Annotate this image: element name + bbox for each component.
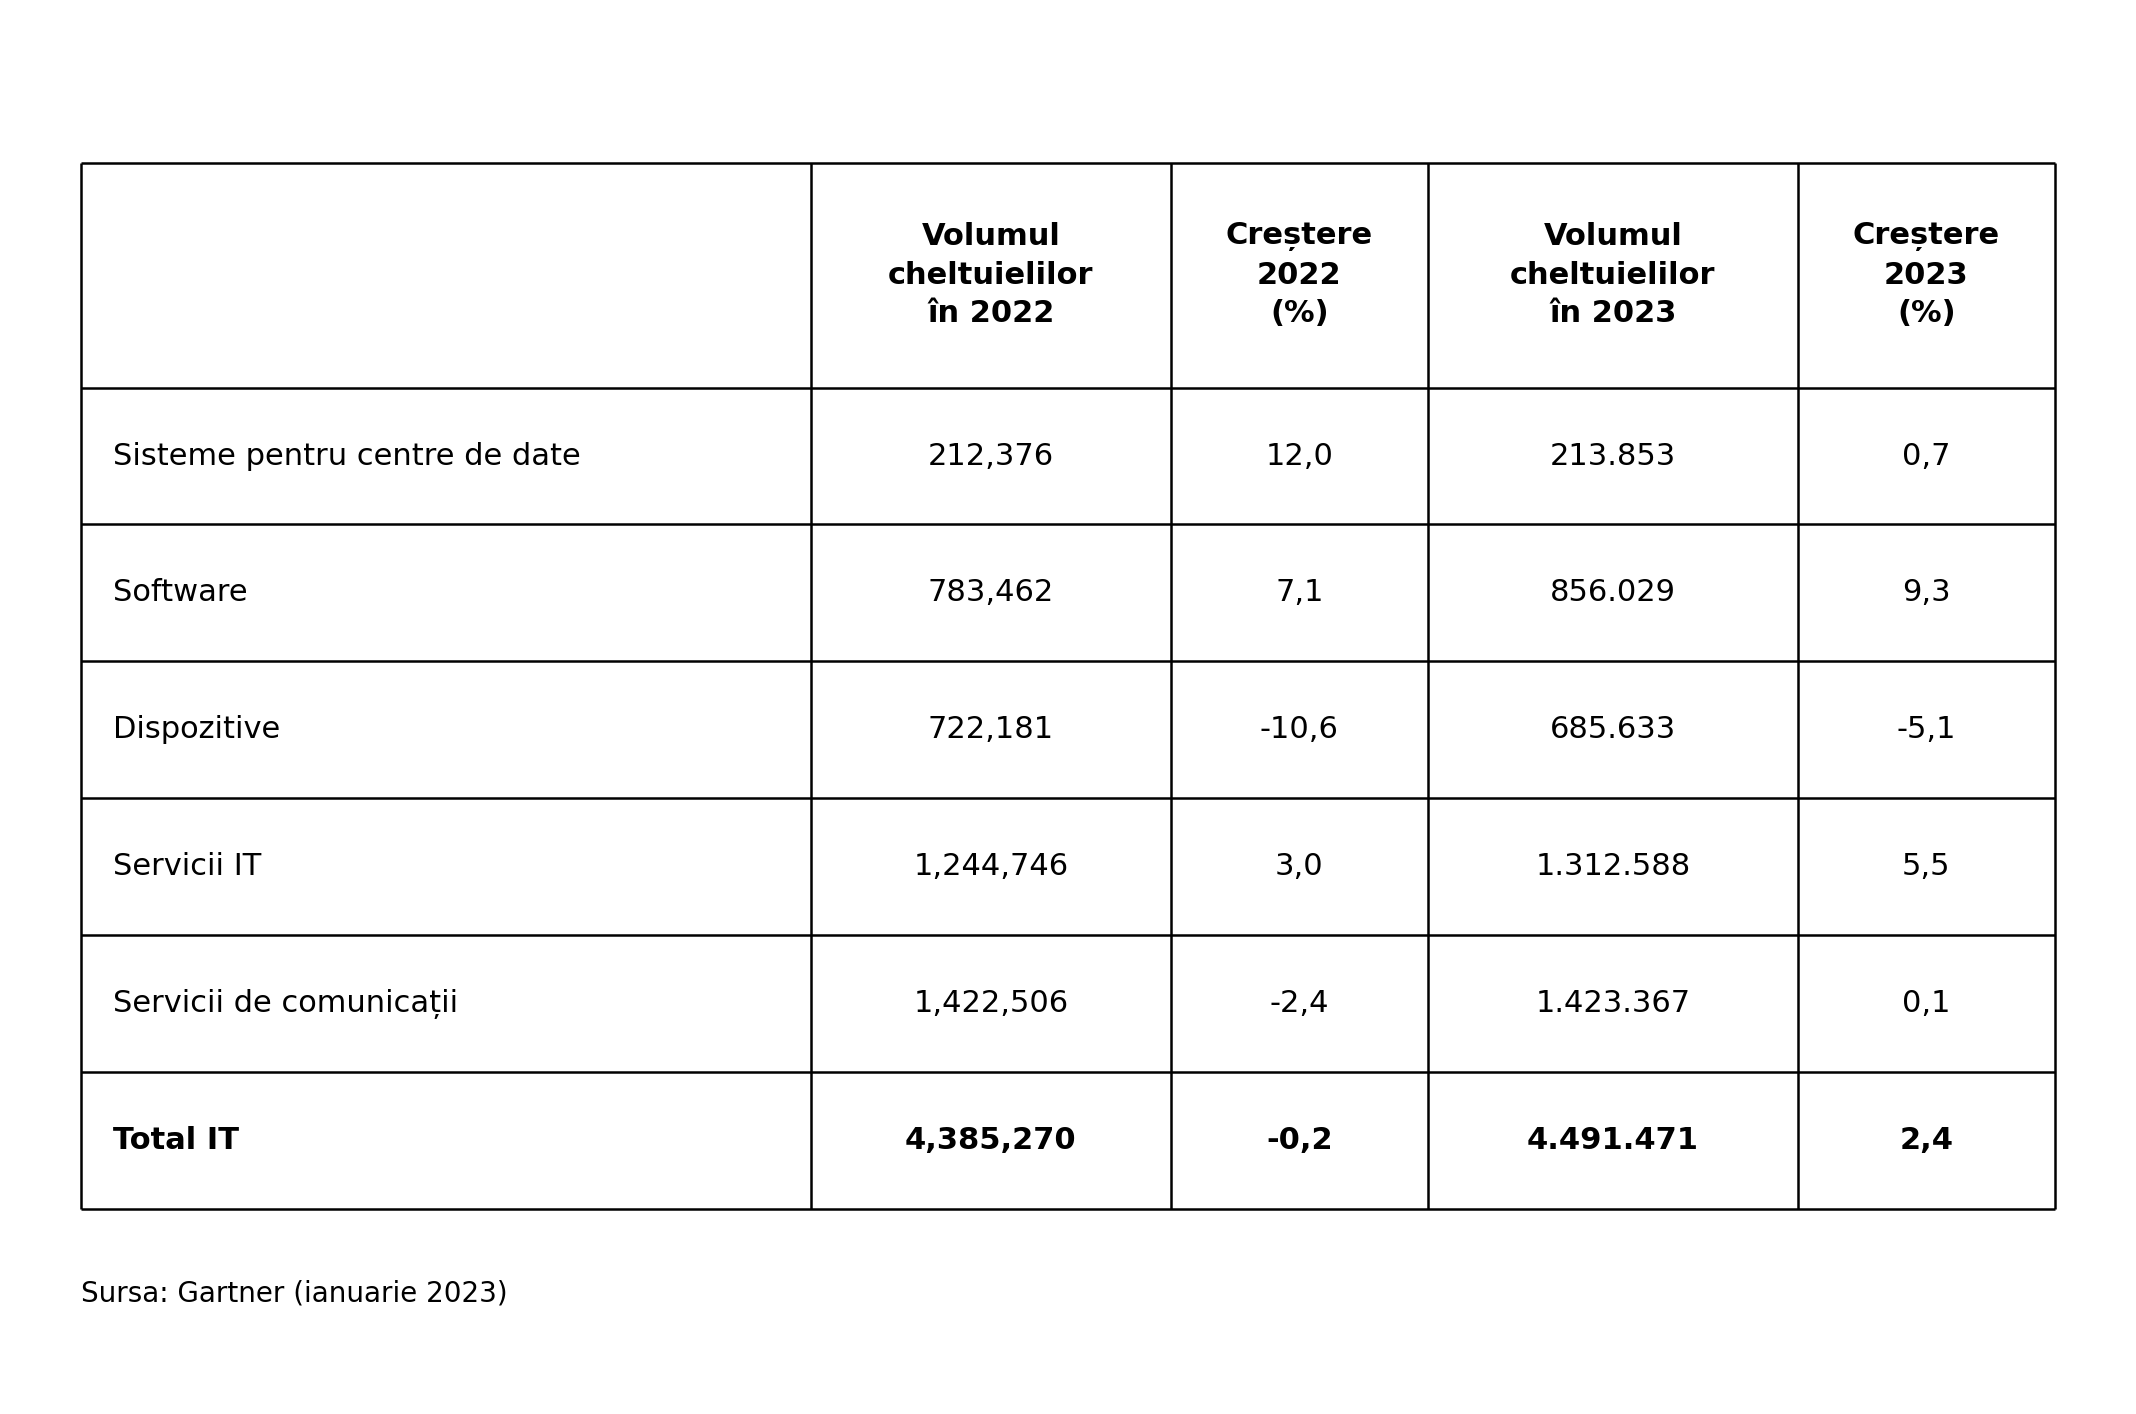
- Text: 4.491.471: 4.491.471: [1527, 1126, 1698, 1155]
- Text: 1,244,746: 1,244,746: [914, 853, 1068, 881]
- Text: Sisteme pentru centre de date: Sisteme pentru centre de date: [113, 441, 581, 471]
- Text: 856.029: 856.029: [1551, 578, 1677, 608]
- Text: 1,422,506: 1,422,506: [914, 990, 1068, 1018]
- Text: -5,1: -5,1: [1897, 715, 1957, 744]
- Text: Creștere
2022
(%): Creștere 2022 (%): [1226, 222, 1373, 328]
- Text: Servicii de comunicații: Servicii de comunicații: [113, 988, 459, 1018]
- Text: -10,6: -10,6: [1260, 715, 1339, 744]
- Text: 212,376: 212,376: [927, 441, 1053, 471]
- Text: 783,462: 783,462: [927, 578, 1053, 608]
- Text: 213.853: 213.853: [1551, 441, 1677, 471]
- Text: 1.312.588: 1.312.588: [1536, 853, 1690, 881]
- Text: 5,5: 5,5: [1901, 853, 1950, 881]
- Text: Total IT: Total IT: [113, 1126, 239, 1155]
- Text: -2,4: -2,4: [1269, 990, 1329, 1018]
- Text: 2,4: 2,4: [1899, 1126, 1952, 1155]
- Text: 12,0: 12,0: [1265, 441, 1333, 471]
- Text: Volumul
cheltuielilor
în 2022: Volumul cheltuielilor în 2022: [889, 222, 1094, 328]
- Text: Servicii IT: Servicii IT: [113, 853, 261, 881]
- Text: 685.633: 685.633: [1551, 715, 1677, 744]
- Text: 3,0: 3,0: [1275, 853, 1324, 881]
- Text: 1.423.367: 1.423.367: [1536, 990, 1690, 1018]
- Text: 9,3: 9,3: [1901, 578, 1950, 608]
- Text: 0,7: 0,7: [1901, 441, 1950, 471]
- Text: -0,2: -0,2: [1267, 1126, 1333, 1155]
- Text: Sursa: Gartner (ianuarie 2023): Sursa: Gartner (ianuarie 2023): [81, 1280, 508, 1308]
- Text: 7,1: 7,1: [1275, 578, 1324, 608]
- Text: Dispozitive: Dispozitive: [113, 715, 280, 744]
- Text: 722,181: 722,181: [927, 715, 1053, 744]
- Text: 4,385,270: 4,385,270: [906, 1126, 1077, 1155]
- Text: Creștere
2023
(%): Creștere 2023 (%): [1852, 222, 1999, 328]
- Text: 0,1: 0,1: [1901, 990, 1950, 1018]
- Text: Software: Software: [113, 578, 248, 608]
- Text: Volumul
cheltuielilor
în 2023: Volumul cheltuielilor în 2023: [1510, 222, 1715, 328]
